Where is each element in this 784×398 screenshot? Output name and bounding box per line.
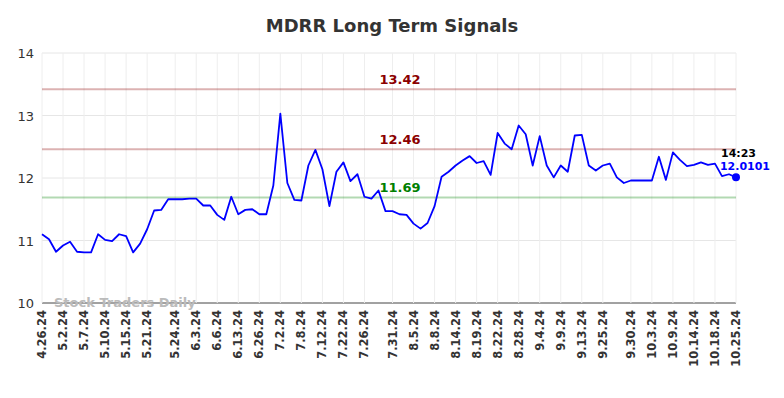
x-tick-label: 4.26.24 bbox=[35, 310, 49, 359]
x-grid bbox=[693, 53, 694, 303]
x-grid bbox=[434, 53, 435, 303]
x-tick-label: 7.8.24 bbox=[294, 310, 308, 351]
x-grid bbox=[147, 53, 148, 303]
y-tick-label: 12 bbox=[17, 171, 34, 186]
y-grid bbox=[42, 240, 736, 241]
x-grid bbox=[630, 53, 631, 303]
x-tick-label: 7.31.24 bbox=[386, 310, 400, 359]
x-grid bbox=[175, 53, 176, 303]
x-grid bbox=[560, 53, 561, 303]
x-tick-label: 9.25.24 bbox=[596, 310, 610, 359]
x-grid bbox=[539, 53, 540, 303]
reference-line bbox=[42, 148, 736, 150]
y-tick-label: 14 bbox=[17, 46, 34, 61]
x-grid bbox=[84, 53, 85, 303]
plot-area bbox=[42, 114, 736, 253]
x-tick-label: 5.24.24 bbox=[168, 310, 182, 359]
x-tick-label: 8.28.24 bbox=[512, 310, 526, 359]
x-tick-label: 9.4.24 bbox=[533, 310, 547, 351]
x-tick-label: 9.13.24 bbox=[575, 310, 589, 359]
x-tick-label: 6.26.24 bbox=[252, 310, 266, 359]
x-grid bbox=[280, 53, 281, 303]
x-tick-label: 10.18.24 bbox=[708, 310, 722, 367]
x-grid bbox=[322, 53, 323, 303]
x-tick-label: 8.8.24 bbox=[428, 310, 442, 351]
x-tick-label: 5.10.24 bbox=[98, 310, 112, 359]
x-grid bbox=[714, 53, 715, 303]
x-grid bbox=[217, 53, 218, 303]
time-label: 14:23 bbox=[721, 147, 756, 160]
x-tick-label: 10.9.24 bbox=[666, 310, 680, 359]
x-grid bbox=[518, 53, 519, 303]
x-grid bbox=[455, 53, 456, 303]
x-tick-label: 9.30.24 bbox=[624, 310, 638, 359]
x-tick-label: 8.19.24 bbox=[470, 310, 484, 359]
x-grid bbox=[238, 53, 239, 303]
x-tick-label: 8.22.24 bbox=[491, 310, 505, 359]
x-grid bbox=[259, 53, 260, 303]
y-tick-label: 11 bbox=[17, 234, 34, 249]
reference-label: 11.69 bbox=[379, 180, 420, 195]
x-tick-label: 5.15.24 bbox=[119, 310, 133, 359]
x-tick-label: 5.2.24 bbox=[56, 310, 70, 351]
x-grid bbox=[581, 53, 582, 303]
x-grid bbox=[105, 53, 106, 303]
x-tick-label: 6.13.24 bbox=[231, 310, 245, 359]
y-grid bbox=[42, 115, 736, 116]
y-grid bbox=[42, 178, 736, 179]
last-value-label: 12.0101 bbox=[720, 160, 770, 173]
x-tick-label: 7.22.24 bbox=[336, 310, 350, 359]
x-grid bbox=[476, 53, 477, 303]
x-grid bbox=[301, 53, 302, 303]
last-point bbox=[732, 173, 740, 181]
price-line bbox=[42, 114, 736, 253]
chart: MDRR Long Term Signals 10 11 12 13 14 4.26.24 5… bbox=[0, 0, 784, 398]
x-tick-label: 5.21.24 bbox=[140, 310, 154, 359]
x-grid bbox=[126, 53, 127, 303]
reference-line bbox=[42, 196, 736, 198]
reference-label: 13.42 bbox=[379, 72, 420, 87]
x-tick-label: 6.3.24 bbox=[189, 310, 203, 351]
watermark: Stock Traders Daily bbox=[54, 295, 196, 310]
x-tick-label: 9.9.24 bbox=[554, 310, 568, 351]
x-grid bbox=[497, 53, 498, 303]
x-grid bbox=[672, 53, 673, 303]
y-tick-label: 13 bbox=[17, 109, 34, 124]
reference-label: 12.46 bbox=[379, 132, 420, 147]
x-grid bbox=[42, 53, 43, 303]
title: MDRR Long Term Signals bbox=[266, 15, 519, 36]
x-tick-label: 5.7.24 bbox=[77, 310, 91, 351]
x-tick-label: 10.25.24 bbox=[729, 310, 743, 367]
y-tick-label: 10 bbox=[17, 296, 34, 311]
x-grid bbox=[392, 53, 393, 303]
x-tick-label: 10.3.24 bbox=[645, 310, 659, 359]
x-grid bbox=[63, 53, 64, 303]
x-grid bbox=[413, 53, 414, 303]
x-grid bbox=[364, 53, 365, 303]
reference-line bbox=[42, 88, 736, 90]
x-tick-label: 7.26.24 bbox=[357, 310, 371, 359]
x-grid bbox=[196, 53, 197, 303]
x-tick-label: 7.2.24 bbox=[273, 310, 287, 351]
y-grid bbox=[42, 53, 736, 54]
x-grid bbox=[602, 53, 603, 303]
x-tick-label: 8.5.24 bbox=[407, 310, 421, 351]
x-tick-label: 8.14.24 bbox=[449, 310, 463, 359]
x-grid bbox=[343, 53, 344, 303]
x-tick-label: 6.6.24 bbox=[210, 310, 224, 351]
x-tick-label: 10.14.24 bbox=[687, 310, 701, 367]
x-tick-label: 7.12.24 bbox=[315, 310, 329, 359]
